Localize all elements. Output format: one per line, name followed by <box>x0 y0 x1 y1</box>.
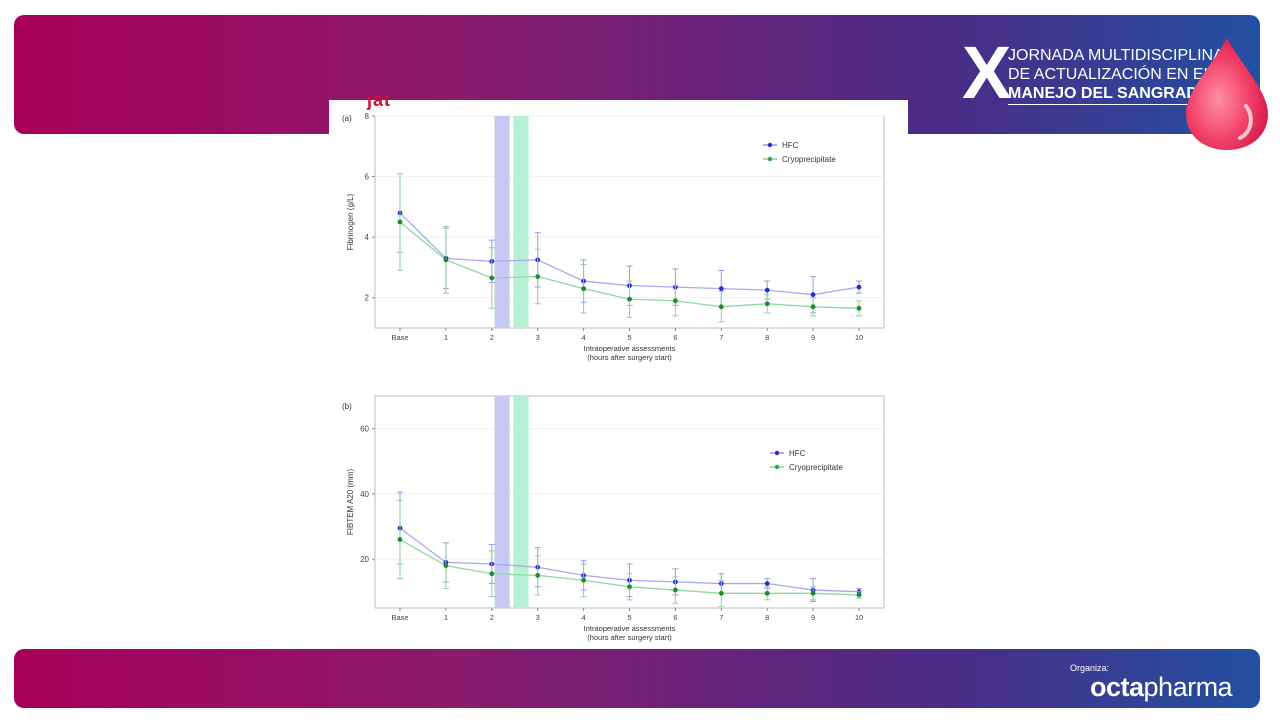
x-axis-label: Intraoperative assessments <box>584 624 676 633</box>
hfc-administration-band <box>494 396 510 608</box>
blood-drop-icon <box>1186 38 1268 150</box>
legend-swatch-marker <box>767 142 773 148</box>
y-tick-label: 20 <box>360 555 369 564</box>
data-point-hfc <box>764 287 770 293</box>
x-tick-label: 6 <box>673 613 677 622</box>
event-numeral: X <box>962 31 1012 114</box>
data-point-cryo <box>489 275 495 281</box>
data-point-cryo <box>718 590 724 596</box>
data-point-cryo <box>397 537 403 542</box>
legend-swatch-marker <box>774 464 780 470</box>
x-tick-label: 8 <box>765 613 769 622</box>
x-tick-label: 5 <box>627 333 631 342</box>
organiza-label: Organiza: <box>1070 663 1110 673</box>
y-tick-label: 8 <box>365 112 370 121</box>
x-tick-label: 3 <box>536 333 540 342</box>
data-point-cryo <box>443 563 449 568</box>
legend-label-hfc: HFC <box>789 449 806 458</box>
y-tick-label: 4 <box>365 233 370 242</box>
x-tick-label: 5 <box>627 613 631 622</box>
x-tick-label: 4 <box>582 333 586 342</box>
panel-label-b: (b) <box>342 402 352 411</box>
x-axis-sublabel: (hours after surgery start) <box>587 353 672 362</box>
cryo-administration-band <box>513 396 529 608</box>
y-tick-label: 6 <box>365 173 370 182</box>
data-point-cryo <box>764 301 770 307</box>
data-point-hfc <box>810 292 816 298</box>
x-tick-label: 1 <box>444 613 448 622</box>
figure: jat (a) (b) 2 4 6 8 Base 1 2 3 4 5 6 7 8 9 10 Fibrinoge… <box>329 90 908 648</box>
event-title: JORNADA MULTIDISCIPLINAR DE ACTUALIZACIÓ… <box>1008 46 1236 105</box>
x-axis-label: Intraoperative assessments <box>584 344 676 353</box>
data-point-cryo <box>673 587 678 593</box>
data-point-cryo <box>489 571 495 577</box>
data-point-hfc <box>764 581 770 586</box>
legend-swatch-marker <box>767 156 773 162</box>
legend-label-cryo: Cryoprecipitate <box>782 155 836 164</box>
footer-banner <box>14 649 1260 708</box>
legend-swatch-marker <box>774 450 780 456</box>
x-tick-label: 9 <box>811 333 815 342</box>
data-point-hfc <box>718 286 724 292</box>
data-point-cryo <box>673 298 678 304</box>
x-tick-label: 3 <box>536 613 540 622</box>
x-tick-label: 7 <box>719 613 723 622</box>
x-tick-label: 8 <box>765 333 769 342</box>
data-point-cryo <box>856 592 862 598</box>
event-title-line-1: JORNADA MULTIDISCIPLINAR <box>1008 47 1236 64</box>
data-point-cryo <box>535 572 541 578</box>
x-tick-label: 4 <box>582 613 586 622</box>
legend-label-cryo: Cryoprecipitate <box>789 463 843 472</box>
data-point-cryo <box>810 304 816 310</box>
legend-label-hfc: HFC <box>782 141 799 150</box>
event-title-line-2: DE ACTUALIZACIÓN EN EL <box>1008 66 1213 83</box>
panel-label-a: (a) <box>342 114 352 123</box>
journal-logo: jat <box>367 90 392 110</box>
y-tick-label: 60 <box>360 425 369 434</box>
data-point-cryo <box>581 286 586 292</box>
x-tick-label: 9 <box>811 613 815 622</box>
octapharma-logo: octapharma <box>1090 672 1233 703</box>
data-point-cryo <box>764 590 770 596</box>
event-logo: X JORNADA MULTIDISCIPLINAR DE ACTUALIZAC… <box>962 36 1262 114</box>
x-axis-sublabel: (hours after surgery start) <box>587 633 672 642</box>
y-axis-label: Fibrinogen (g/L) <box>346 193 355 250</box>
x-tick-label: 2 <box>490 613 494 622</box>
data-point-cryo <box>535 274 541 279</box>
event-title-line-3: MANEJO DEL SANGRADO <box>1008 84 1236 105</box>
data-point-cryo <box>718 304 724 310</box>
x-tick-label: 2 <box>490 333 494 342</box>
data-point-hfc <box>856 284 862 290</box>
x-tick-label: 10 <box>855 613 863 622</box>
x-tick-label: 6 <box>673 333 677 342</box>
data-point-cryo <box>810 590 816 596</box>
fibtem-chart: 20 40 60 Base 1 2 3 4 5 6 7 8 9 10 FIBTEM A20 (mm) Intr… <box>346 395 885 642</box>
data-point-cryo <box>627 296 632 302</box>
x-tick-label: Base <box>391 333 408 342</box>
data-point-cryo <box>581 577 586 583</box>
x-tick-label: 1 <box>444 333 448 342</box>
cryo-administration-band <box>513 116 529 328</box>
x-tick-label: Base <box>391 613 408 622</box>
data-point-cryo <box>443 257 449 263</box>
data-point-cryo <box>627 584 632 590</box>
brand-part-1: octa <box>1090 672 1144 702</box>
hfc-administration-band <box>494 116 510 328</box>
y-axis-label: FIBTEM A20 (mm) <box>346 469 355 536</box>
brand-part-2: pharma <box>1143 672 1233 702</box>
y-tick-label: 40 <box>360 490 369 499</box>
x-tick-label: 10 <box>855 333 863 342</box>
y-tick-label: 2 <box>365 294 370 303</box>
fibrinogen-chart: 2 4 6 8 Base 1 2 3 4 5 6 7 8 9 10 Fibrinogen (g/L) Intra… <box>346 112 885 362</box>
data-point-cryo <box>397 219 403 225</box>
x-tick-label: 7 <box>719 333 723 342</box>
data-point-cryo <box>856 305 862 311</box>
